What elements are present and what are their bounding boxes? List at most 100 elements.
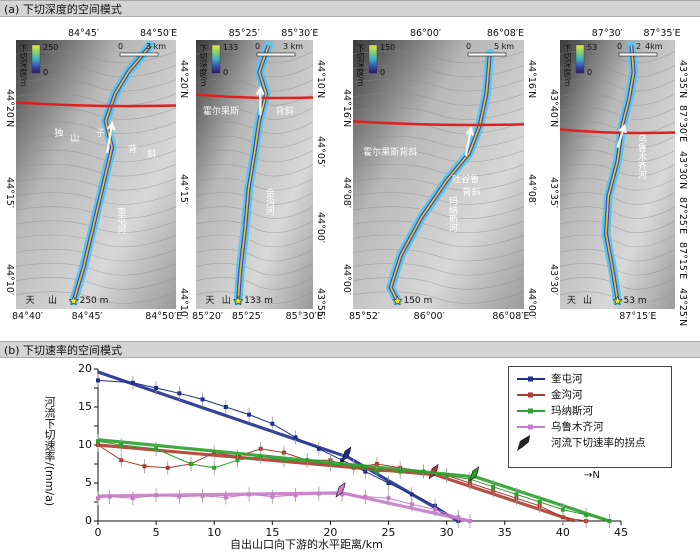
data-point — [398, 469, 403, 474]
data-point — [154, 446, 159, 451]
y-tick-label: 15 — [78, 400, 92, 413]
colorbar-title: 下切深度/m — [563, 44, 572, 87]
data-point — [316, 491, 321, 496]
data-point — [119, 443, 124, 447]
series-4 — [96, 482, 472, 528]
data-point — [386, 481, 391, 485]
scale-start: 0 — [617, 42, 623, 51]
map-label: 乌鲁木齐河 — [635, 134, 646, 180]
top-tick: 86°08′E — [486, 28, 524, 39]
map-terrain-3 — [353, 40, 524, 309]
colorbar-min: 0 — [380, 68, 386, 77]
bottom-tick: 84°50′E — [145, 311, 183, 322]
data-point — [223, 405, 228, 409]
scale-bar — [256, 52, 296, 57]
data-point — [177, 391, 182, 396]
panel-b-header: (b) 下切速率的空间模式 — [0, 341, 700, 358]
right-tick: 44°08′ — [526, 173, 537, 205]
data-point — [328, 462, 333, 466]
data-point — [456, 515, 461, 520]
data-point — [212, 465, 217, 470]
top-tick: 85°25′ — [228, 28, 260, 39]
left-tick: 44°15′ — [4, 176, 15, 208]
scale-bar — [618, 52, 658, 57]
data-point — [340, 492, 345, 497]
right-tick: 44°15′ — [178, 173, 189, 205]
bottom-tick: 85°25′ — [231, 311, 263, 322]
left-tick: 44°16′N — [341, 89, 352, 128]
right-tick: 43°35′N — [677, 59, 688, 98]
data-point — [107, 494, 112, 499]
left-tick: 43°30′ — [548, 264, 559, 296]
data-point — [281, 458, 286, 463]
data-point — [200, 493, 205, 498]
x-tick-label: 5 — [152, 526, 160, 539]
map-label: 斜 — [147, 150, 157, 161]
left-tick: 44°08′ — [341, 176, 352, 208]
data-point — [433, 507, 438, 512]
data-point — [560, 507, 565, 512]
data-point — [351, 464, 356, 469]
scale-start: 0 — [255, 42, 261, 51]
data-point — [130, 380, 135, 385]
top-tick: 84°50′E — [140, 28, 178, 39]
map-label: 玛纳斯河 — [447, 196, 458, 233]
x-tick-label: 10 — [207, 526, 222, 539]
data-point — [293, 493, 298, 498]
depth-label: 250 m — [79, 295, 109, 306]
colorbar-min: 0 — [223, 68, 229, 77]
left-tick: 44°10′ — [4, 264, 15, 296]
chart-legend: 奎屯河 金沟河 玛纳斯河 乌鲁木齐河 河流下切速率的拐点 — [508, 366, 672, 468]
map-label: 天 — [205, 295, 215, 306]
data-point — [607, 519, 612, 523]
data-line — [97, 493, 471, 522]
map-label: 背 — [128, 144, 138, 155]
map-label: 子 — [96, 128, 106, 139]
north-label: N — [592, 470, 600, 481]
y-axis-title: 河流下切速率/(mm/a) — [43, 396, 56, 507]
panel-a-header: (a) 下切深度的空间模式 — [0, 0, 700, 17]
colorbar — [368, 44, 378, 74]
colorbar-title: 下切深度/m — [199, 44, 208, 87]
right-tick: 44°16′N — [526, 59, 537, 98]
map-label: 背斜 — [275, 107, 294, 118]
colorbar-min: 0 — [43, 68, 49, 77]
colorbar-min: 0 — [587, 68, 593, 77]
data-point — [363, 469, 368, 474]
left-tick: 44°00′ — [341, 264, 352, 296]
data-point — [177, 494, 182, 499]
north-arrow-icon: → — [584, 470, 593, 481]
data-point — [374, 469, 379, 474]
colorbar-max: 150 — [380, 43, 396, 52]
outlet-star-icon — [612, 295, 623, 306]
top-tick: 86°00′ — [409, 28, 442, 39]
data-point — [316, 446, 321, 451]
data-point — [467, 519, 472, 523]
x-tick-label: 30 — [439, 526, 454, 539]
right-tick: 44°00′ — [315, 211, 326, 244]
data-point — [119, 458, 124, 463]
scale-end: 4km — [645, 42, 663, 51]
map-label: 天 — [25, 295, 35, 306]
data-point — [537, 500, 542, 504]
right-tick: 87°25′E — [677, 196, 688, 234]
right-tick: 44°10′N — [315, 59, 326, 98]
data-point — [491, 484, 496, 489]
map-panel-1: 下切深度/m 250 0 0 3 km 独山 子背斜奎屯河天 山 250 m — [16, 40, 176, 309]
bottom-tick: 85°52′ — [349, 311, 381, 322]
scale-start: 0 — [466, 42, 472, 51]
data-point — [444, 473, 449, 478]
knickpoint-arrow-icon — [469, 466, 480, 482]
incision-rate-chart — [94, 368, 622, 528]
knickpoint-arrow-icon — [335, 482, 346, 498]
map-terrain-1 — [16, 40, 176, 309]
colorbar-title: 下切深度/m — [19, 44, 28, 87]
data-point — [409, 502, 414, 507]
data-point — [154, 386, 159, 390]
data-point — [258, 446, 263, 451]
map-label: 山 — [221, 295, 231, 306]
scale-bar — [119, 52, 159, 57]
data-point — [130, 496, 135, 501]
map-panel-3: 下切深度/m 150 0 0 5 km 霍尔果斯背斜 吐谷鲁 背斜 玛纳斯河 150 m — [353, 40, 524, 309]
outlet-star-icon — [233, 295, 244, 306]
